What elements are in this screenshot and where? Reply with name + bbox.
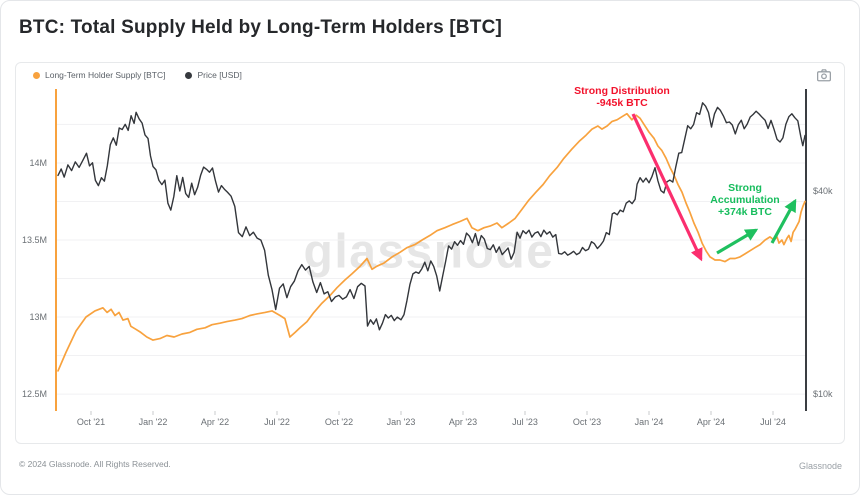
y-left-tick-label: 12.5M: [21, 389, 47, 399]
page-title: BTC: Total Supply Held by Long-Term Hold…: [19, 17, 503, 38]
chart-legend: Long-Term Holder Supply [BTC] Price [USD…: [33, 70, 242, 80]
lth-supply-legend-dot: [33, 71, 40, 79]
x-tick-label: Jul '24: [760, 417, 786, 427]
x-tick-label: Oct '22: [324, 417, 354, 427]
legend-item-price[interactable]: Price [USD]: [185, 70, 242, 80]
lth-supply-line: [57, 112, 806, 372]
distribution-annotation-line1: Strong Distribution: [574, 85, 670, 97]
x-tick-label: Oct '23: [572, 417, 602, 427]
x-tick-label: Jan '24: [634, 417, 664, 427]
x-tick-label: Jul '23: [512, 417, 538, 427]
price-legend-dot: [185, 71, 193, 79]
legend-label-price: Price [USD]: [197, 70, 242, 80]
y-left-tick-label: 14M: [29, 158, 47, 168]
distribution-arrow: [631, 113, 703, 262]
x-tick-label: Apr '22: [200, 417, 230, 427]
x-tick-label: Oct '21: [76, 417, 106, 427]
legend-item-lth-supply[interactable]: Long-Term Holder Supply [BTC]: [33, 70, 165, 80]
x-tick-label: Jan '22: [138, 417, 168, 427]
y-left-tick-label: 13.5M: [21, 235, 47, 245]
camera-icon[interactable]: [816, 68, 832, 82]
legend-label-lth-supply: Long-Term Holder Supply [BTC]: [45, 70, 166, 80]
accumulation-annotation-line1: Strong: [728, 182, 762, 194]
x-tick-label: Apr '23: [448, 417, 478, 427]
footer-copyright: © 2024 Glassnode. All Rights Reserved.: [19, 459, 171, 469]
y-right-tick-label: $40k: [813, 186, 833, 196]
footer-brand: Glassnode: [798, 461, 842, 471]
accumulation-arrow: [770, 198, 797, 244]
accumulation-annotation-line2: Accumulation: [710, 194, 780, 206]
distribution-annotation: Strong Distribution -945k BTC: [542, 85, 702, 109]
accumulation-annotation-line3: +374k BTC: [718, 206, 772, 218]
x-tick-label: Apr '24: [696, 417, 726, 427]
y-left-tick-label: 13M: [29, 312, 47, 322]
y-right-tick-label: $10k: [813, 389, 833, 399]
x-tick-label: Jul '22: [264, 417, 290, 427]
distribution-annotation-line2: -945k BTC: [596, 97, 648, 109]
accumulation-arrow: [716, 228, 759, 255]
x-tick-label: Jan '23: [386, 417, 416, 427]
accumulation-annotation: Strong Accumulation +374k BTC: [665, 182, 825, 218]
price-line: [57, 102, 806, 331]
